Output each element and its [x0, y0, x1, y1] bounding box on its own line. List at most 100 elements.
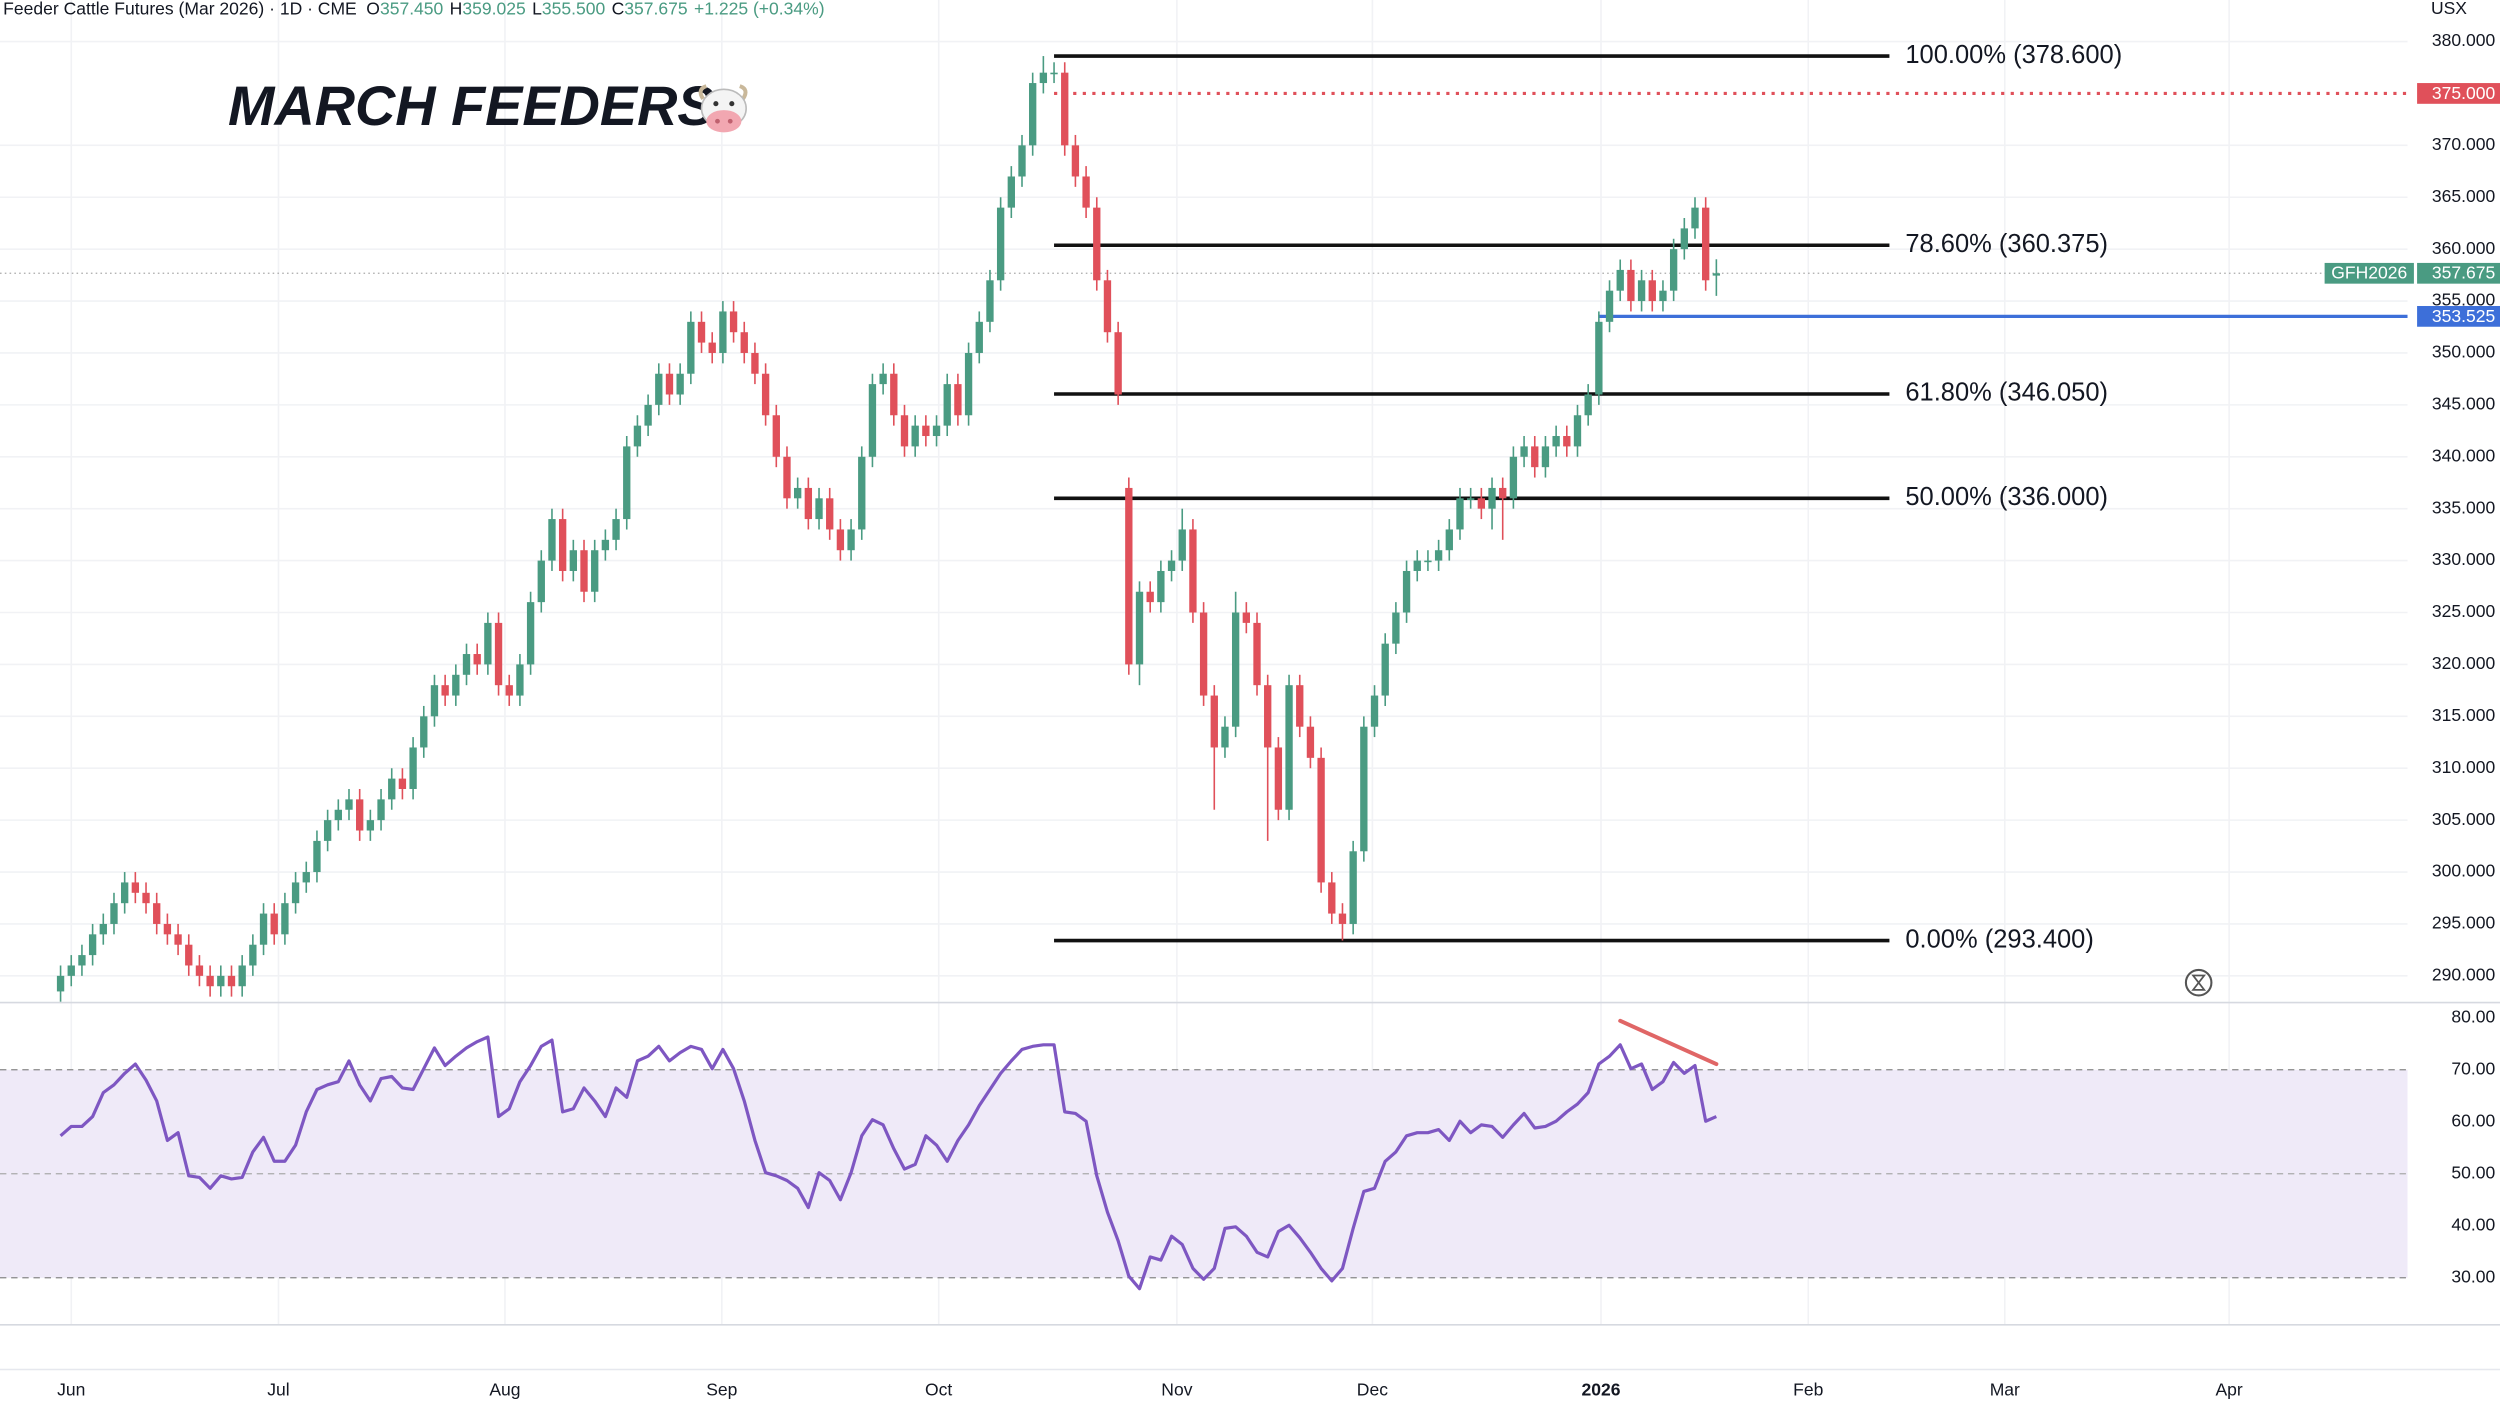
x-tick-label: Feb: [1793, 1380, 1823, 1400]
candle-body: [964, 352, 973, 416]
candle-body: [377, 799, 385, 821]
fib-label: 61.80% (346.050): [1905, 379, 2108, 407]
x-tick-label: Jun: [57, 1380, 85, 1400]
candle-body: [1338, 913, 1347, 924]
candle-body: [1039, 72, 1048, 84]
candle-body: [1402, 570, 1411, 613]
candle-body: [1520, 446, 1528, 457]
candle-body: [1712, 273, 1721, 276]
candle-body: [911, 425, 919, 447]
price-tag: [2417, 306, 2500, 327]
candle-body: [1445, 529, 1453, 551]
candle-body: [131, 882, 140, 893]
candle-body: [1114, 332, 1122, 395]
candle-body: [1466, 498, 1475, 500]
x-tick-label: Mar: [1990, 1380, 2020, 1400]
candle-body: [612, 519, 620, 540]
candle-body: [526, 602, 535, 665]
cow-icon: [698, 84, 748, 133]
ohlc-label: C: [612, 0, 625, 18]
candle-body: [633, 425, 642, 447]
candle-body: [142, 892, 150, 904]
y-tick-label: 290.000: [2432, 964, 2496, 984]
candle-body: [430, 685, 439, 717]
candle-body: [1370, 695, 1379, 727]
candle-body: [740, 332, 748, 353]
candle-body: [1199, 612, 1208, 696]
candle-body: [1659, 290, 1667, 302]
candle-body: [259, 913, 268, 945]
symbol-tag-label: GFH2026: [2331, 263, 2407, 283]
candle-body: [537, 560, 545, 603]
cow-eye: [729, 101, 735, 107]
fib-label: 0.00% (293.400): [1905, 925, 2094, 953]
fib-label: 50.00% (336.000): [1905, 483, 2108, 511]
candle-body: [163, 923, 172, 935]
cow-snout: [706, 110, 742, 133]
replay-icon[interactable]: [2184, 968, 2213, 997]
candles: [56, 56, 1721, 1002]
fib-label: 100.00% (378.600): [1905, 41, 2122, 69]
candle-body: [1231, 612, 1240, 727]
y-tick-label: 340.000: [2432, 445, 2496, 465]
price-tag-label: 353.525: [2432, 306, 2496, 326]
rsi-tick-label: 80.00: [2451, 1006, 2495, 1026]
x-tick-label: 2026: [1581, 1380, 1620, 1400]
candle-body: [270, 913, 278, 935]
x-tick-label: Dec: [1357, 1380, 1388, 1400]
rsi-band: [0, 1069, 2408, 1278]
icon-hourglass: [2191, 974, 2207, 991]
y-tick-label: 325.000: [2432, 601, 2496, 621]
candle-body: [569, 550, 577, 571]
ohlc-value: 355.500: [542, 0, 606, 18]
candle-body: [420, 716, 428, 748]
candle-body: [1434, 550, 1443, 561]
candle-body: [1413, 560, 1421, 571]
y-tick-label: 360.000: [2432, 238, 2496, 258]
candle-body: [441, 685, 449, 696]
candle-body: [1669, 249, 1678, 291]
candle-body: [238, 965, 246, 987]
header: Feeder Cattle Futures (Mar 2026) · 1D · …: [3, 0, 824, 18]
divergence-line: [1618, 1018, 1719, 1067]
fib-label: 78.60% (360.375): [1905, 230, 2108, 258]
candle-body: [56, 975, 65, 992]
candle-body: [719, 311, 727, 353]
candle-body: [195, 965, 204, 976]
candle-body: [291, 882, 300, 904]
rsi-tick-label: 40.00: [2451, 1214, 2495, 1234]
candle-body: [409, 747, 417, 789]
candle-body: [1296, 685, 1304, 727]
y-tick-label: 350.000: [2432, 342, 2496, 362]
candle-body: [879, 373, 887, 385]
y-tick-label: 335.000: [2432, 497, 2496, 517]
candle-body: [847, 529, 855, 551]
candle-body: [1242, 612, 1250, 623]
candle-body: [1702, 207, 1710, 281]
candle-body: [334, 809, 342, 821]
candle-body: [1135, 591, 1144, 665]
candle-body: [1285, 685, 1293, 810]
candle-body: [1637, 280, 1646, 302]
candle-body: [1605, 290, 1614, 322]
candle-body: [1584, 394, 1592, 416]
candle-body: [1563, 436, 1571, 447]
candle-body: [1317, 757, 1325, 883]
candle-body: [473, 654, 481, 665]
ohlc-value: 357.450: [380, 0, 444, 18]
candle-body: [665, 373, 674, 395]
price-tag-label: 357.675: [2432, 263, 2496, 283]
rsi-tick-label: 50.00: [2451, 1162, 2495, 1182]
y-tick-label: 330.000: [2432, 549, 2496, 569]
candle-body: [1071, 145, 1080, 177]
candle-body: [1167, 560, 1176, 571]
price-tag-label: 375.000: [2432, 83, 2496, 103]
y-tick-label: 320.000: [2432, 653, 2496, 673]
candle-body: [398, 778, 407, 789]
candle-body: [206, 975, 214, 987]
candle-body: [505, 685, 513, 696]
y-tick-label: 300.000: [2432, 861, 2496, 881]
ohlc-label: L: [532, 0, 542, 18]
candle-body: [1146, 591, 1154, 603]
ohlc-value: 359.025: [462, 0, 526, 18]
